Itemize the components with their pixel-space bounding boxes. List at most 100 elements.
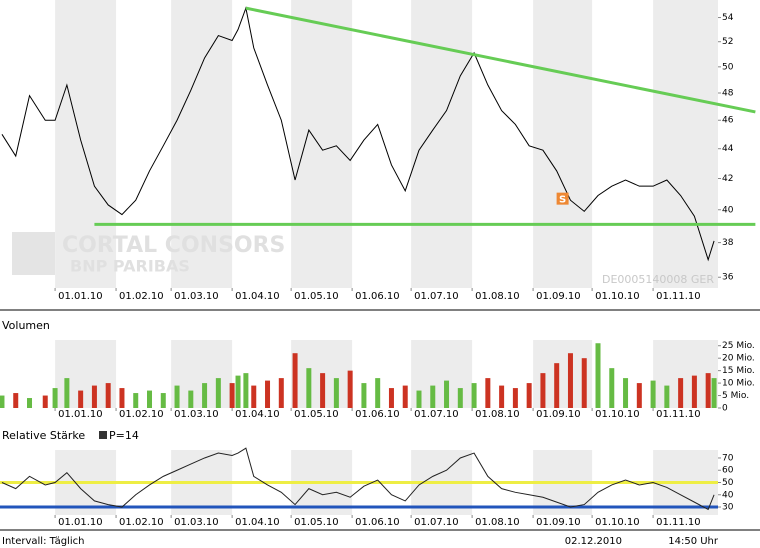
month-band (171, 0, 233, 288)
volume-bar (160, 393, 166, 408)
x-tick-label: 01.10.10 (595, 517, 640, 528)
x-tick-label: 01.03.10 (174, 517, 219, 528)
x-tick-label: 01.10.10 (595, 291, 640, 302)
y-tick-label: 50 (722, 478, 734, 488)
data-line (1, 6, 715, 262)
volume-bar (347, 370, 353, 408)
y-tick-label: 40 (722, 490, 734, 500)
volume-bar (402, 385, 408, 408)
y-tick-label: 54 (722, 13, 734, 23)
volume-bar (375, 378, 381, 408)
x-tick-label: 01.04.10 (235, 517, 280, 528)
x-tick-label: 01.09.10 (536, 409, 581, 420)
x-tick-label: 01.01.10 (58, 409, 103, 420)
volume-bar (147, 390, 153, 408)
month-band (291, 0, 353, 288)
y-tick-label: 60 (722, 466, 734, 476)
x-tick-label: 01.06.10 (355, 291, 400, 302)
x-tick-label: 01.04.10 (235, 409, 280, 420)
volume-bar (705, 373, 711, 408)
volume-bar (581, 358, 587, 408)
code-label: DE0005140008 GER (602, 273, 714, 286)
volume-bar (133, 393, 139, 408)
volume-bar (333, 378, 339, 408)
volume-bar (306, 368, 312, 408)
volume-bar (27, 398, 33, 408)
y-tick-label: 52 (722, 37, 733, 47)
volume-bar (265, 380, 271, 408)
volume-bar (609, 368, 615, 408)
data-line (1, 447, 715, 511)
volume-bar (664, 385, 670, 408)
volume-title: Volumen (2, 319, 50, 332)
y-tick-label: 30 (722, 503, 734, 513)
y-tick-label: 36 (722, 273, 734, 283)
x-tick-label: 01.01.10 (58, 517, 103, 528)
x-tick-label: 01.05.10 (294, 291, 339, 302)
y-tick-label: 44 (722, 144, 734, 154)
volume-bar (174, 385, 180, 408)
volume-bar (457, 388, 463, 408)
volume-bar (636, 383, 642, 408)
x-tick-label: 01.05.10 (294, 517, 339, 528)
y-tick-label: 70 (722, 453, 734, 463)
volume-bar (567, 353, 573, 408)
volume-bar (235, 375, 241, 408)
legend-label: P=14 (109, 429, 139, 442)
x-tick-label: 01.11.10 (656, 409, 701, 420)
logo-mark (12, 232, 55, 275)
volume-bar (13, 393, 19, 408)
volume-bar (540, 373, 546, 408)
volume-bar (105, 383, 111, 408)
volume-bar (320, 373, 326, 408)
x-tick-label: 01.09.10 (536, 517, 581, 528)
y-tick-label: 38 (722, 238, 734, 248)
x-tick-label: 01.03.10 (174, 409, 219, 420)
volume-bar (52, 388, 58, 408)
volume-bar (554, 363, 560, 408)
volume-bar (416, 390, 422, 408)
y-tick-label: 46 (722, 116, 734, 126)
volume-bar (595, 343, 601, 408)
watermark: CORTAL CONSORS (62, 233, 285, 258)
x-tick-label: 01.11.10 (656, 517, 701, 528)
x-tick-label: 01.06.10 (355, 517, 400, 528)
legend-swatch (99, 431, 107, 439)
volume-bar (229, 383, 235, 408)
trend-line (245, 6, 756, 114)
x-tick-label: 01.10.10 (595, 409, 640, 420)
y-tick-label: 50 (722, 62, 734, 72)
x-tick-label: 01.08.10 (475, 517, 520, 528)
y-tick-label: 40 (722, 205, 734, 215)
x-tick-label: 01.02.10 (119, 517, 164, 528)
month-band (171, 340, 233, 408)
volume-bar (526, 383, 532, 408)
volume-bar (623, 378, 629, 408)
x-tick-label: 01.11.10 (656, 291, 701, 302)
volume-bar (278, 378, 284, 408)
month-band (533, 0, 593, 288)
volume-bar (444, 380, 450, 408)
month-band (55, 0, 117, 288)
volume-bar (292, 353, 298, 408)
x-tick-label: 01.02.10 (119, 291, 164, 302)
signal-marker (556, 192, 569, 205)
footer-date: 02.12.2010 (565, 536, 622, 547)
volume-bar (91, 385, 97, 408)
footer-interval: Intervall: Täglich (2, 536, 84, 547)
volume-bar (251, 385, 257, 408)
x-tick-label: 01.05.10 (294, 409, 339, 420)
x-tick-label: 01.04.10 (235, 291, 280, 302)
y-tick-label: 5 Mio. (722, 391, 749, 401)
volume-bar (119, 388, 125, 408)
x-tick-label: 01.07.10 (414, 409, 459, 420)
signal-label: S (559, 195, 566, 206)
x-tick-label: 01.08.10 (475, 409, 520, 420)
y-tick-label: 25 Mio. (722, 341, 755, 351)
x-tick-label: 01.01.10 (58, 291, 103, 302)
volume-bar (361, 383, 367, 408)
y-tick-label: 48 (722, 88, 734, 98)
volume-bar (711, 378, 717, 408)
